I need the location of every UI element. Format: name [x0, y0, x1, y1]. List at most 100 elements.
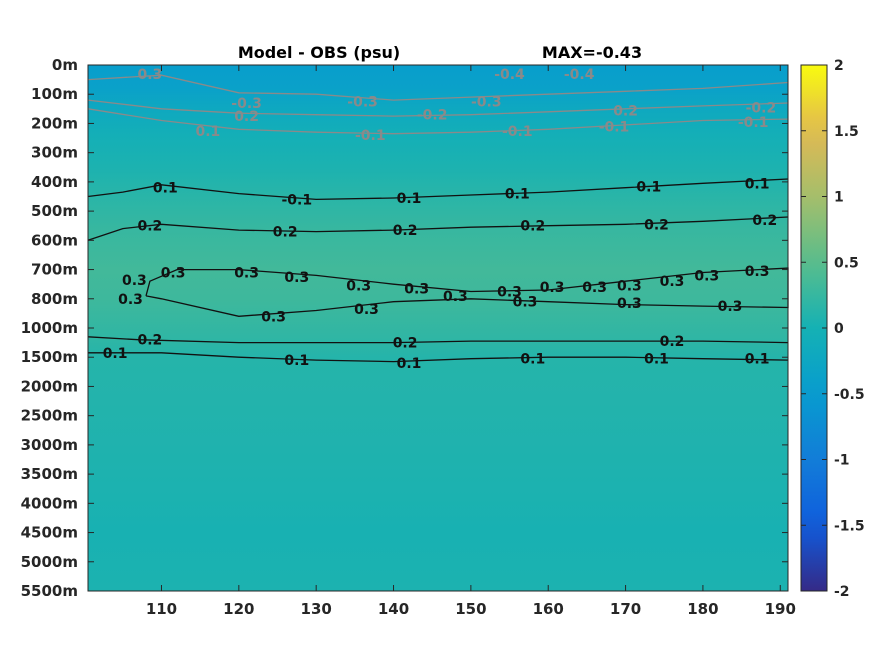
contour-label: 0.2: [660, 334, 685, 350]
x-tick-label: 120: [223, 600, 254, 618]
contour-label: 0.2: [644, 217, 669, 233]
x-tick-label: 150: [455, 600, 486, 618]
contour-label: 0.3: [234, 266, 259, 282]
y-tick-label: 2000m: [21, 377, 78, 395]
y-tick-label: 400m: [31, 173, 78, 191]
contour-label: 0.2: [273, 225, 298, 241]
contour-label: 0.3: [404, 282, 429, 298]
x-axis-ticks: 110 120 130 140 150 160 170 180 190: [146, 65, 796, 618]
contour-label: 0.3: [443, 289, 468, 305]
contour-label: 0.1: [153, 181, 178, 197]
contour-label: -0.1: [502, 124, 533, 140]
colorbar-tick-label: 2: [834, 58, 844, 74]
contour-label: -0.1: [355, 128, 386, 144]
contour-label: 0.1: [636, 179, 661, 195]
colorbar-tick-label: 0.5: [834, 255, 859, 271]
max-annotation: MAX=-0.43: [542, 43, 642, 62]
contour-label: 0.2: [752, 213, 777, 229]
contour-label: 0.3: [617, 296, 642, 312]
y-tick-label: 4000m: [21, 494, 78, 512]
y-tick-label: 300m: [31, 144, 78, 162]
contour-label: 0.3: [346, 279, 371, 295]
y-tick-label: 0m: [52, 56, 78, 74]
colorbar-tick-label: -2: [834, 584, 850, 600]
contour-label: -0.4: [564, 67, 595, 83]
contour-label: 0.3: [118, 292, 143, 308]
x-tick-label: 130: [301, 600, 332, 618]
y-tick-label: 700m: [31, 261, 78, 279]
y-tick-label: 1500m: [21, 348, 78, 366]
contour-label: 0.3: [284, 270, 309, 286]
colorbar-tick-label: -1.5: [834, 518, 865, 534]
contour-label: 0.3: [694, 268, 719, 284]
y-tick-label: 5000m: [21, 553, 78, 571]
contour-label: -0.3: [347, 95, 378, 111]
contour-label: 0.2: [137, 333, 162, 349]
contour-label: 0.3: [261, 309, 286, 325]
contour-line: [87, 336, 789, 344]
contour-line: [87, 108, 789, 135]
contour-label: 0.1: [745, 352, 770, 368]
contour-line: [87, 74, 789, 101]
contour-label: 0.3: [497, 285, 522, 301]
contour-label: -0.2: [746, 100, 777, 116]
contour-label: -0.1: [281, 192, 312, 208]
contour-label: 0.1: [284, 353, 309, 369]
x-tick-label: 190: [765, 600, 796, 618]
y-tick-label: 500m: [31, 202, 78, 220]
contour-label: -0.3: [471, 95, 502, 111]
contour-line: [87, 216, 789, 241]
contour-label: 0.3: [660, 274, 685, 290]
contour-label: -0.2: [417, 108, 448, 124]
y-tick-label: 2500m: [21, 407, 78, 425]
colorbar: 2 1.5 1 0.5 0 -0.5 -1 -1.5 -2: [800, 58, 865, 600]
x-tick-label: 170: [610, 600, 641, 618]
colorbar-tick-label: 1.5: [834, 124, 859, 140]
colorbar-tick-label: 0: [834, 321, 844, 337]
contour-label: 0.2: [393, 223, 418, 239]
colorbar-ticks: 2 1.5 1 0.5 0 -0.5 -1 -1.5 -2: [801, 58, 865, 600]
colorbar-tick-label: -1: [834, 453, 850, 469]
contour-label: 0.3: [122, 273, 147, 289]
contour-labels: 0.3 -0.3 -0.3 -0.3 -0.4 -0.4 0.2 -0.2 0.2 -0.2 0.1…: [103, 67, 778, 372]
y-tick-label: 4500m: [21, 524, 78, 542]
contour-label: 0.1: [397, 356, 422, 372]
plot-area: 0.3 -0.3 -0.3 -0.3 -0.4 -0.4 0.2 -0.2 0.2 -0.2 0.1…: [87, 64, 789, 592]
contour-label: 0.3: [161, 266, 186, 282]
contour-label: -0.4: [494, 67, 525, 83]
y-axis-ticks: 0m 100m 200m 300m 400m 500m 600m 700m 800m 1000m 1…: [21, 56, 788, 600]
y-tick-label: 600m: [31, 231, 78, 249]
contour-label: 0.3: [718, 299, 743, 315]
contour-label: 0.1: [520, 352, 545, 368]
contour-label: 0.3: [617, 279, 642, 295]
contour-label: -0.1: [599, 119, 630, 135]
contour-label: 0.3: [354, 302, 379, 318]
contour-label: 0.2: [520, 219, 545, 235]
contour-label: 0.2: [234, 109, 259, 125]
y-tick-label: 5500m: [21, 582, 78, 600]
x-tick-label: 160: [533, 600, 564, 618]
colorbar-tick-label: 1: [834, 190, 844, 206]
chart-title: Model - OBS (psu): [238, 43, 400, 62]
contour-label: 0.1: [397, 191, 422, 207]
contour-line: [87, 99, 789, 117]
contour-label: -0.1: [738, 115, 769, 131]
contour-label: 0.2: [137, 219, 162, 235]
colorbar-tick-label: -0.5: [834, 387, 865, 403]
contour-label: 0.3: [513, 295, 538, 311]
contour-line: [87, 178, 789, 201]
contour-label: 0.1: [195, 124, 220, 140]
contour-label: -0.3: [231, 96, 262, 112]
contour-label: 0.3: [540, 280, 565, 296]
contour-label: 0.3: [745, 264, 770, 280]
contour-label: 0.3: [582, 280, 607, 296]
contour-label: 0.2: [613, 103, 638, 119]
contour-line: [88, 352, 789, 363]
y-tick-label: 100m: [31, 85, 78, 103]
contour-label: 0.1: [745, 176, 770, 192]
y-tick-label: 1000m: [21, 319, 78, 337]
x-tick-label: 180: [687, 600, 718, 618]
y-tick-label: 3000m: [21, 436, 78, 454]
contour-label: 0.1: [644, 352, 669, 368]
